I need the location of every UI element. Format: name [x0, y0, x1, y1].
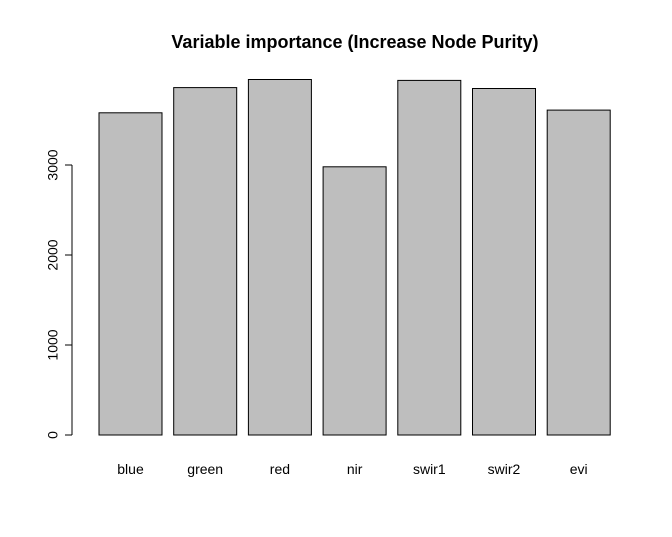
bar-green [173, 87, 238, 436]
x-tick-label-nir: nir [347, 461, 363, 477]
y-tick-label: 1000 [45, 329, 61, 360]
x-axis-labels: blue green red nir swir1 swir2 evi [117, 461, 587, 477]
bar-nir [322, 166, 387, 436]
y-axis: 0 1000 2000 3000 [45, 149, 73, 439]
bars [98, 79, 611, 436]
x-tick-label-green: green [187, 461, 223, 477]
x-tick-label-swir2: swir2 [488, 461, 521, 477]
x-tick-label-blue: blue [117, 461, 144, 477]
x-tick-label-red: red [270, 461, 290, 477]
y-tick-label: 0 [45, 431, 61, 439]
y-tick-label: 2000 [45, 239, 61, 270]
bar-swir1 [397, 79, 462, 436]
x-tick-label-swir1: swir1 [413, 461, 446, 477]
y-tick-label: 3000 [45, 149, 61, 180]
bar-evi [546, 109, 611, 436]
bar-swir2 [472, 88, 536, 436]
chart-title: Variable importance (Increase Node Purit… [171, 32, 538, 52]
bar-blue [98, 112, 163, 436]
bar-red [247, 79, 312, 436]
x-tick-label-evi: evi [570, 461, 588, 477]
